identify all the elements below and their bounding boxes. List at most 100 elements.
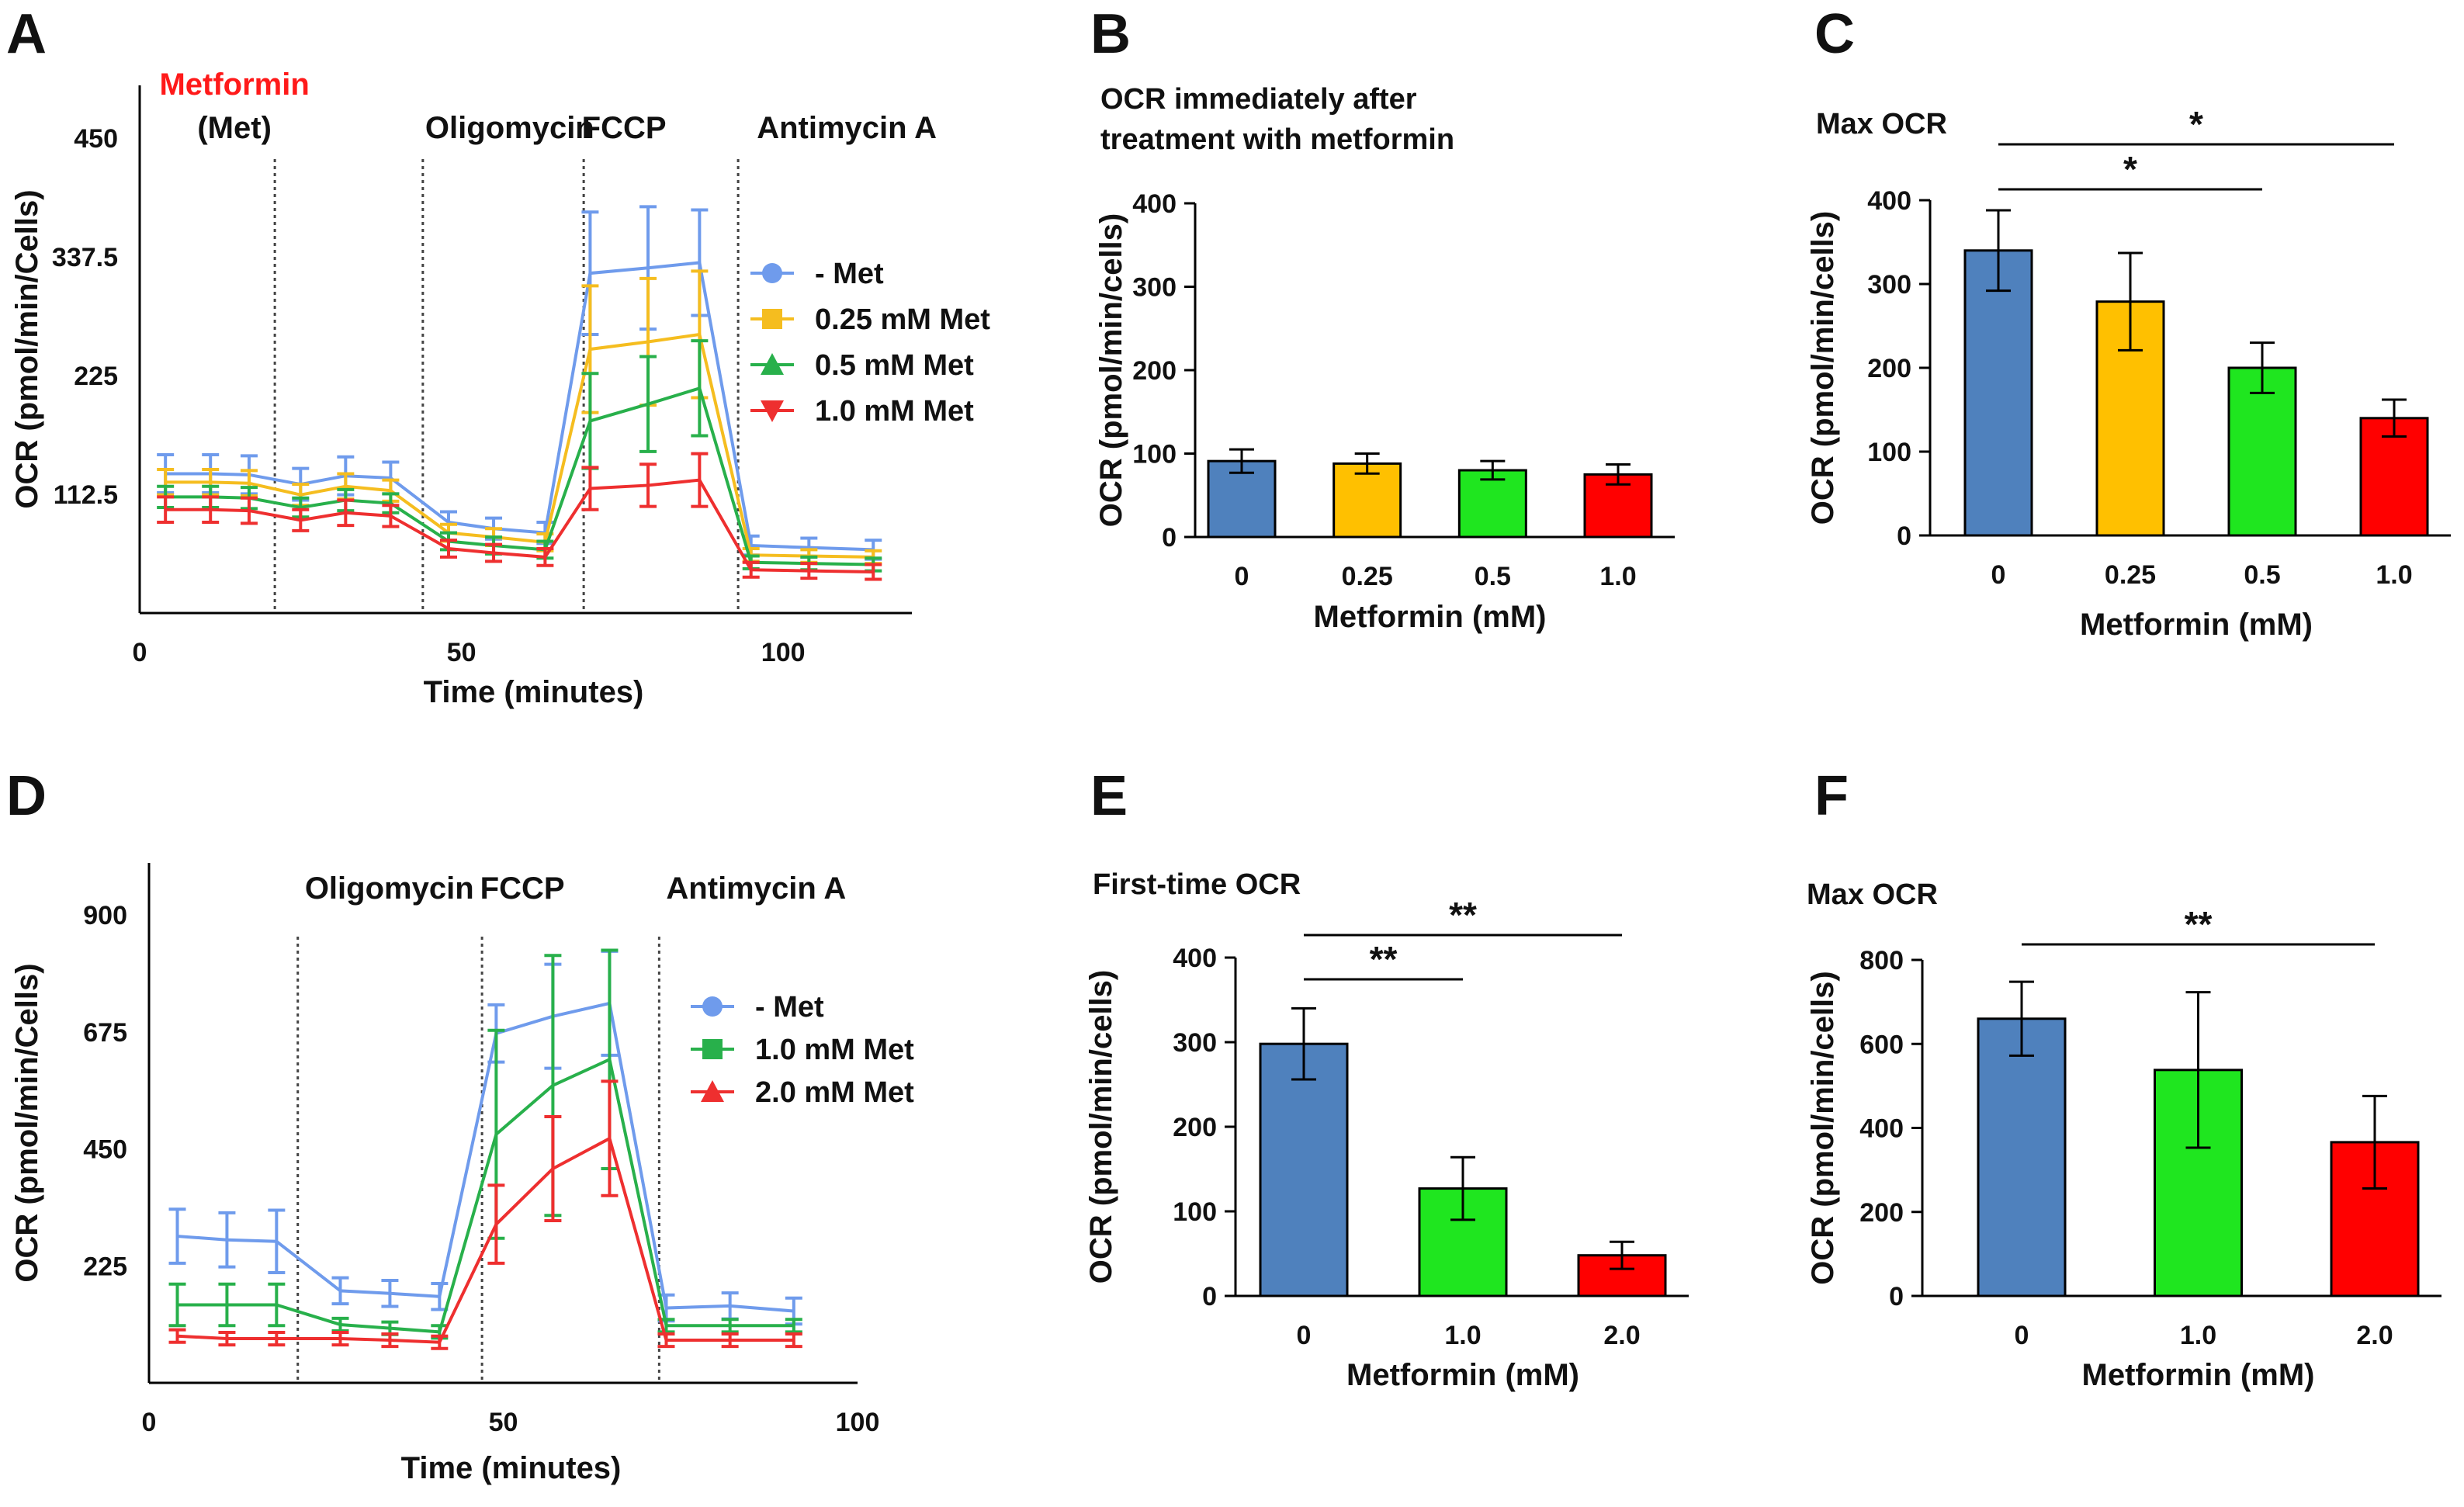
y-tick-label: 200: [1173, 1113, 1217, 1142]
series-1: 1.0 mM Met: [168, 948, 914, 1340]
panel-a-line-chart: A 112.5 225 337.5 450 0 50 100 Time (minutes) OCR…: [6, 3, 990, 709]
legend-label: 0.25 mM Met: [815, 303, 990, 336]
y-tick-label: 300: [1132, 273, 1177, 303]
panel-letter: E: [1090, 765, 1128, 827]
panel-letter: B: [1090, 3, 1131, 65]
legend-label: - Met: [755, 991, 824, 1024]
y-tick-label: 100: [1173, 1197, 1217, 1227]
legend-label: 0.5 mM Met: [815, 349, 974, 382]
legend-marker: [701, 1080, 724, 1102]
x-tick-label: 0: [1297, 1321, 1312, 1350]
y-tick-label: 600: [1859, 1030, 1904, 1059]
y-tick-label: 400: [1173, 944, 1217, 973]
x-axis-title: Metformin (mM): [2080, 608, 2313, 642]
legend-label: - Met: [815, 258, 884, 290]
x-axis-title: Time (minutes): [401, 1451, 622, 1485]
series-0: - Met: [157, 205, 884, 561]
y-tick-label: 200: [1867, 354, 1911, 383]
injection-label: FCCP: [480, 871, 565, 906]
y-axis-title: OCR (pmol/min/Cells): [10, 189, 44, 508]
y-tick-label: 450: [83, 1135, 127, 1165]
legend-label: 1.0 mM Met: [755, 1034, 914, 1066]
injection-label: Oligomycin: [305, 871, 474, 906]
significance-label: **: [2185, 904, 2213, 944]
legend-marker: [761, 400, 784, 422]
y-tick-label: 400: [1859, 1114, 1904, 1144]
y-tick-label: 675: [83, 1018, 127, 1048]
y-tick-label: 0: [1897, 521, 1911, 551]
legend-marker: [702, 996, 723, 1017]
chart-title: First-time OCR: [1093, 868, 1301, 901]
x-tick-label: 1.0: [1444, 1321, 1481, 1350]
x-tick-label: 0: [142, 1408, 157, 1437]
x-tick-label: 0: [1235, 562, 1249, 591]
significance-label: *: [2189, 104, 2203, 144]
panel-letter: D: [6, 765, 47, 827]
legend-marker: [762, 309, 782, 329]
legend-marker: [702, 1039, 723, 1059]
legend-marker: [762, 263, 782, 283]
x-tick-label: 0: [133, 638, 147, 667]
y-tick-label: 225: [83, 1252, 127, 1281]
series-2: 2.0 mM Met: [168, 1076, 914, 1350]
x-tick-label: 0.5: [2244, 560, 2280, 590]
y-tick-label: 100: [1132, 440, 1177, 469]
injection-label: Antimycin A: [757, 111, 937, 145]
chart-title: Max OCR: [1807, 878, 1938, 911]
panel-letter: F: [1814, 765, 1849, 827]
significance-label: **: [1449, 895, 1477, 935]
y-tick-label: 200: [1132, 356, 1177, 386]
series-line: [165, 386, 874, 566]
x-tick-label: 0.5: [1475, 562, 1511, 591]
bar: [1259, 1042, 1349, 1297]
x-tick-label: 0: [1991, 560, 2006, 590]
y-axis-title: OCR (pmol/min/Cells): [10, 963, 44, 1282]
bar: [1977, 1017, 2067, 1297]
x-tick-label: 0.25: [2105, 560, 2156, 590]
x-axis-title: Time (minutes): [424, 675, 644, 709]
series-line: [177, 1057, 794, 1334]
legend-label: 2.0 mM Met: [755, 1076, 914, 1109]
x-axis-title: Metformin (mM): [1314, 600, 1547, 634]
x-tick-label: 50: [489, 1408, 518, 1437]
x-tick-label: 100: [761, 638, 806, 667]
y-tick-label: 225: [74, 362, 118, 391]
x-axis-title: Metformin (mM): [2082, 1358, 2315, 1392]
x-tick-label: 2.0: [2356, 1321, 2393, 1350]
y-axis-title: OCR (pmol/min/cells): [1806, 211, 1840, 525]
y-tick-label: 800: [1859, 946, 1904, 975]
panel-letter: C: [1814, 3, 1855, 65]
x-tick-label: 1.0: [1599, 562, 1636, 591]
injection-label: Antimycin A: [666, 871, 846, 906]
chart-title-line2: treatment with metformin: [1100, 123, 1454, 156]
panel-d-line-chart: D 225 450 675 900 0 50 100 Time (minutes) OCR (pm…: [6, 765, 914, 1485]
y-axis-title: OCR (pmol/min/cells): [1806, 971, 1840, 1285]
panel-b-bar-chart: B OCR immediately after treatment with met…: [1090, 3, 1675, 634]
x-tick-label: 2.0: [1603, 1321, 1640, 1350]
series-line: [177, 1136, 794, 1344]
y-tick-label: 900: [83, 901, 127, 930]
y-tick-label: 400: [1867, 186, 1911, 216]
legend-marker: [761, 353, 784, 375]
y-axis-title: OCR (pmol/min/cells): [1084, 970, 1118, 1284]
bar: [1457, 469, 1527, 539]
bar: [2227, 366, 2297, 537]
injection-label: Oligomycin: [425, 111, 594, 145]
bar: [1963, 249, 2033, 537]
panel-e-bar-chart: E First-time OCR 0 100 200 300 400 0 1.0 2.0 Metfo…: [1084, 765, 1689, 1392]
x-tick-label: 0.25: [1342, 562, 1393, 591]
y-tick-label: 337.5: [52, 243, 118, 272]
y-axis-title: OCR (pmol/min/cells): [1094, 213, 1128, 528]
y-tick-label: 0: [1202, 1282, 1217, 1311]
y-tick-label: 300: [1867, 270, 1911, 300]
y-tick-label: 0: [1889, 1282, 1904, 1311]
x-tick-label: 1.0: [2376, 560, 2412, 590]
injection-label: FCCP: [582, 111, 667, 145]
y-tick-label: 400: [1132, 189, 1177, 219]
x-tick-label: 0: [2015, 1321, 2029, 1350]
significance-label: **: [1370, 939, 1398, 979]
chart-title: OCR immediately after: [1100, 83, 1417, 116]
significance-label: *: [2123, 149, 2137, 189]
panel-letter: A: [6, 3, 47, 65]
